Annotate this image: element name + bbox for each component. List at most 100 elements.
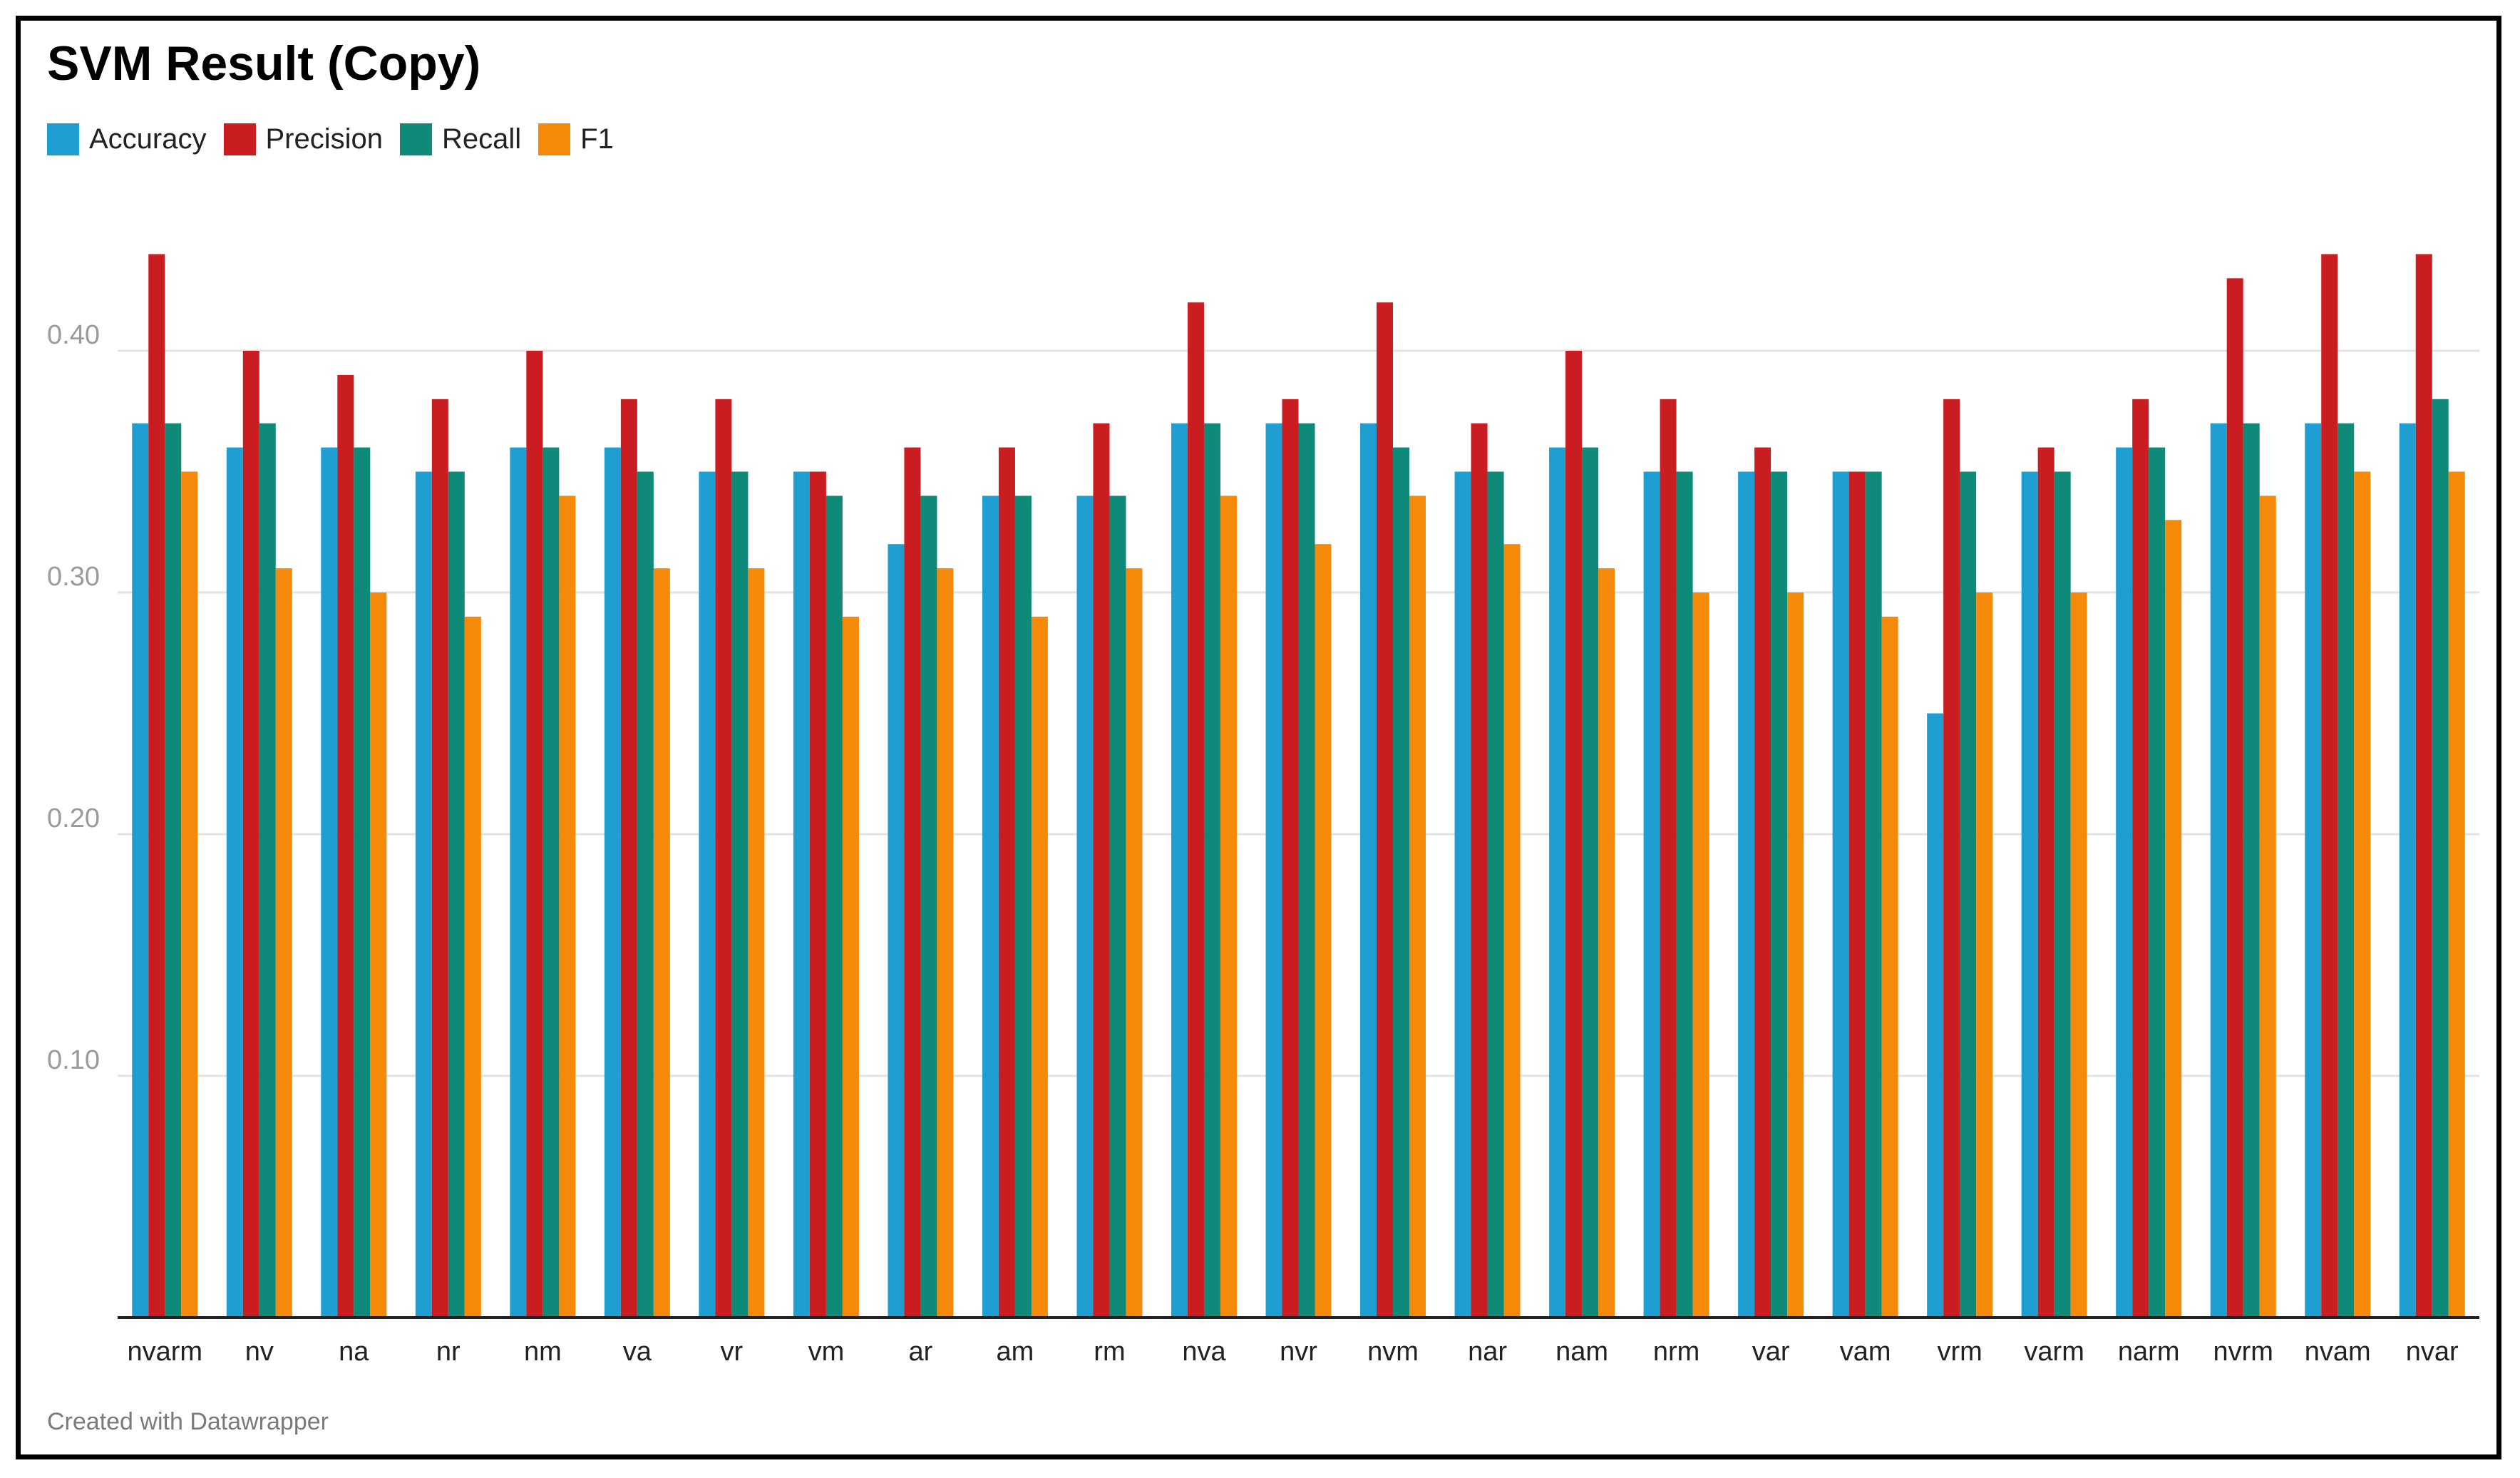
bar-precision-var <box>1754 447 1771 1318</box>
bar-f1-vrm <box>1976 592 1993 1318</box>
bar-recall-nv <box>259 423 276 1318</box>
bar-f1-nm <box>559 496 576 1318</box>
bar-accuracy-nar <box>1454 471 1471 1318</box>
bar-f1-nv <box>275 568 292 1318</box>
bar-accuracy-nv <box>226 447 243 1318</box>
bar-precision-vr <box>715 399 732 1318</box>
legend-label-f1: F1 <box>580 123 614 155</box>
bar-recall-var <box>1771 471 1788 1318</box>
bar-recall-ar <box>920 496 937 1318</box>
x-tick-label: nvm <box>1367 1337 1419 1367</box>
bar-f1-am <box>1031 616 1048 1318</box>
bar-accuracy-nm <box>510 447 527 1318</box>
bar-f1-na <box>370 592 387 1318</box>
bar-accuracy-am <box>982 496 999 1318</box>
legend-label-accuracy: Accuracy <box>89 123 207 155</box>
bar-recall-nvam <box>2338 423 2355 1318</box>
bar-recall-nr <box>448 471 465 1318</box>
bar-recall-vrm <box>1960 471 1977 1318</box>
x-tick-label: var <box>1752 1337 1790 1367</box>
bar-f1-vm <box>842 616 859 1318</box>
legend-label-precision: Precision <box>265 123 384 155</box>
x-tick-label: na <box>339 1337 369 1367</box>
legend-item-precision: Precision <box>223 123 384 155</box>
x-tick-label: nv <box>245 1337 274 1367</box>
bar-accuracy-var <box>1738 471 1755 1318</box>
legend-swatch-precision <box>223 123 256 155</box>
legend-swatch-accuracy <box>47 123 79 155</box>
bar-precision-na <box>337 374 354 1318</box>
bar-accuracy-vm <box>793 471 810 1318</box>
bar-precision-vm <box>809 471 826 1318</box>
legend-item-accuracy: Accuracy <box>47 123 207 155</box>
bar-precision-nvarm <box>148 254 165 1318</box>
x-tick-label: nam <box>1555 1337 1608 1367</box>
bars <box>132 254 2465 1318</box>
x-tick-label: varm <box>2024 1337 2084 1367</box>
y-tick-label: 0.40 <box>47 320 100 350</box>
bar-f1-vam <box>1881 616 1898 1318</box>
bar-precision-am <box>998 447 1015 1318</box>
x-tick-label: vam <box>1840 1337 1891 1367</box>
bar-accuracy-nrm <box>1643 471 1660 1318</box>
bar-f1-nva <box>1220 496 1237 1318</box>
x-tick-label: nar <box>1468 1337 1507 1367</box>
x-tick-label: nvam <box>2305 1337 2371 1367</box>
bar-recall-nvrm <box>2243 423 2260 1318</box>
x-tick-label: nrm <box>1653 1337 1699 1367</box>
bar-accuracy-vr <box>699 471 716 1318</box>
bar-precision-ar <box>904 447 921 1318</box>
legend-item-recall: Recall <box>400 123 521 155</box>
bar-precision-narm <box>2132 399 2149 1318</box>
bar-precision-nv <box>242 351 259 1318</box>
bar-f1-nvar <box>2448 471 2465 1318</box>
bar-f1-nvm <box>1409 496 1426 1318</box>
bar-accuracy-vrm <box>1927 713 1944 1318</box>
bar-recall-vr <box>731 471 749 1318</box>
x-tick-label: ar <box>909 1337 933 1367</box>
bar-f1-nvrm <box>2259 496 2276 1318</box>
bar-f1-nar <box>1503 544 1521 1318</box>
bar-f1-vr <box>748 568 765 1318</box>
x-tick-label: nvrm <box>2213 1337 2273 1367</box>
legend-swatch-f1 <box>538 123 571 155</box>
bar-accuracy-nvm <box>1360 423 1377 1318</box>
bar-recall-nam <box>1582 447 1599 1318</box>
bar-recall-nvar <box>2432 399 2449 1318</box>
bar-recall-nvarm <box>165 423 182 1318</box>
bar-f1-nr <box>464 616 481 1318</box>
legend-item-f1: F1 <box>538 123 614 155</box>
bar-recall-nvm <box>1393 447 1410 1318</box>
bar-accuracy-ar <box>888 544 905 1318</box>
x-tick-label: am <box>997 1337 1034 1367</box>
x-tick-label: nvr <box>1280 1337 1317 1367</box>
bar-precision-varm <box>2037 447 2054 1318</box>
bar-accuracy-na <box>321 447 338 1318</box>
x-tick-label: nvarm <box>127 1337 202 1367</box>
bar-f1-nvr <box>1315 544 1332 1318</box>
bar-f1-narm <box>2165 520 2182 1318</box>
bar-precision-nvr <box>1282 399 1299 1318</box>
bar-recall-nrm <box>1676 471 1693 1318</box>
bar-accuracy-nvr <box>1265 423 1282 1318</box>
bar-f1-nvam <box>2354 471 2371 1318</box>
bar-recall-nvr <box>1298 423 1315 1318</box>
bar-f1-nvarm <box>181 471 198 1318</box>
bar-recall-vam <box>1865 471 1882 1318</box>
bar-accuracy-nvam <box>2305 423 2322 1318</box>
y-tick-label: 0.10 <box>47 1045 100 1075</box>
bar-f1-nam <box>1598 568 1615 1318</box>
bar-recall-na <box>354 447 371 1318</box>
bar-accuracy-rm <box>1076 496 1094 1318</box>
y-tick-label: 0.20 <box>47 804 100 833</box>
bar-recall-vm <box>826 496 843 1318</box>
chart-title: SVM Result (Copy) <box>47 36 481 91</box>
y-tick-label: 0.30 <box>47 562 100 592</box>
legend: Accuracy Precision Recall F1 <box>47 121 631 157</box>
bar-accuracy-nvar <box>2399 423 2416 1318</box>
bar-recall-nar <box>1487 471 1504 1318</box>
bar-accuracy-nam <box>1549 447 1566 1318</box>
bar-f1-var <box>1787 592 1804 1318</box>
bar-recall-nva <box>1203 423 1220 1318</box>
